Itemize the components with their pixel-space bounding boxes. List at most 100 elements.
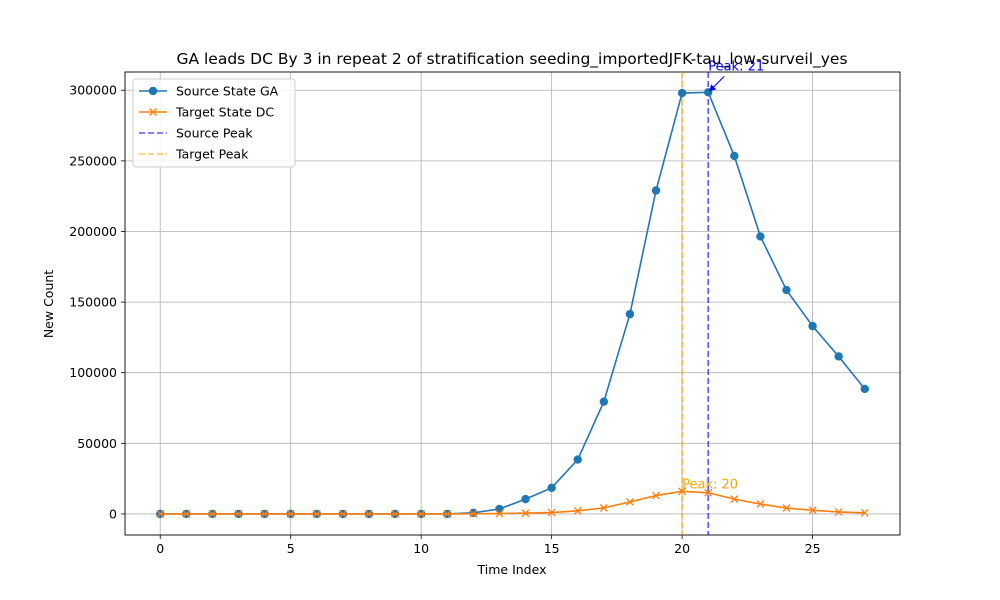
data-point — [808, 321, 817, 331]
x-marker-stroke — [547, 508, 556, 517]
chart-title: GA leads DC By 3 in repeat 2 of stratifi… — [176, 50, 847, 69]
data-point — [338, 509, 347, 518]
data-point — [808, 506, 817, 515]
data-point — [625, 309, 635, 319]
data-point — [860, 508, 869, 517]
x-marker-stroke — [573, 506, 582, 515]
x-marker-stroke — [730, 495, 739, 504]
data-point — [443, 509, 452, 518]
x-tick-label: 0 — [156, 541, 164, 556]
x-marker-stroke — [391, 509, 400, 518]
legend-box — [132, 78, 296, 168]
data-point — [182, 509, 191, 518]
data-point — [312, 509, 321, 518]
grid — [125, 72, 900, 535]
legend-entry: Source State GA — [139, 84, 279, 99]
y-tick-label: 150000 — [69, 295, 117, 310]
data-point — [495, 509, 504, 518]
data-point — [782, 285, 791, 295]
data-point — [286, 509, 295, 518]
legend-label: Target Peak — [175, 147, 249, 162]
x-marker-stroke — [834, 508, 843, 516]
x-marker-stroke — [443, 509, 452, 518]
reference-lines — [681, 72, 710, 535]
x-marker-stroke — [652, 491, 660, 500]
data-point — [652, 491, 660, 500]
data-point — [365, 509, 373, 518]
data-point — [677, 88, 687, 98]
annotation-label: Peak: 20 — [682, 477, 738, 492]
x-marker-stroke — [782, 504, 791, 512]
plot-frame — [124, 71, 901, 536]
x-marker-stroke — [756, 500, 765, 509]
data-point — [599, 397, 609, 406]
data-point — [391, 509, 400, 518]
data-point — [834, 352, 843, 361]
x-marker-stroke — [469, 509, 478, 518]
data-point — [156, 509, 165, 518]
y-axis-label: New Count — [41, 270, 56, 338]
x-marker-stroke — [234, 509, 243, 518]
annotation-label: Peak: 21 — [708, 59, 764, 74]
y-tick-label: 100000 — [69, 365, 117, 380]
data-point — [417, 509, 426, 518]
data-point — [704, 488, 713, 497]
data-point — [860, 384, 869, 394]
x-marker-stroke — [495, 509, 504, 518]
axes: 0 5 10 15 20 25 0 50000 100000 150000 200000 250000… — [69, 71, 901, 556]
data-point — [521, 509, 530, 518]
x-marker-stroke — [260, 509, 269, 518]
legend-entry: Target Peak — [139, 147, 249, 162]
legend-label: Source Peak — [176, 126, 253, 141]
y-tick-label: 300000 — [69, 83, 117, 98]
x-marker-stroke — [599, 503, 608, 512]
data-point — [678, 487, 687, 496]
x-marker-stroke — [625, 497, 634, 506]
x-tick-label: 10 — [413, 541, 429, 556]
legend-label: Target State DC — [175, 105, 274, 120]
x-tick-label: 20 — [674, 541, 690, 556]
annotation-arrowhead — [709, 84, 717, 92]
x-marker-stroke — [678, 487, 687, 496]
data-point — [573, 506, 582, 515]
data-point — [782, 504, 791, 512]
series-line — [160, 490, 865, 515]
data-point — [521, 494, 530, 504]
annotations: Peak: 21 Peak: 20 — [682, 59, 764, 492]
legend-entry: Target State DC — [139, 105, 274, 120]
data-point — [599, 503, 608, 512]
x-tick-label: 5 — [287, 541, 295, 556]
series — [156, 88, 869, 519]
x-tick-label: 15 — [544, 541, 560, 556]
data-point — [573, 455, 582, 464]
data-point — [756, 232, 765, 241]
x-marker-stroke — [182, 509, 191, 518]
x-marker-stroke — [417, 509, 426, 518]
data-point — [730, 495, 739, 504]
data-point — [651, 186, 661, 195]
y-tick-label: 200000 — [69, 224, 117, 239]
data-point — [730, 151, 739, 161]
legend: Source State GA Target State DC Source Pea… — [132, 78, 296, 168]
y-tick-label: 0 — [109, 506, 117, 521]
data-point — [834, 508, 843, 516]
data-point — [756, 500, 765, 509]
legend-marker — [149, 108, 157, 116]
x-marker-stroke — [312, 509, 321, 518]
x-marker-stroke — [860, 508, 869, 517]
x-marker-stroke — [521, 509, 530, 518]
x-marker-stroke — [156, 509, 165, 518]
x-tick-label: 25 — [805, 541, 821, 556]
data-point — [208, 509, 217, 518]
x-axis-label: Time Index — [477, 562, 547, 577]
data-point — [547, 508, 556, 517]
data-point — [260, 509, 269, 518]
data-point — [625, 497, 634, 506]
x-marker-stroke — [338, 509, 347, 518]
data-point — [234, 509, 243, 518]
x-marker-stroke — [808, 506, 817, 515]
data-point — [495, 504, 504, 514]
x-marker-stroke — [365, 509, 373, 518]
data-point — [469, 509, 478, 518]
